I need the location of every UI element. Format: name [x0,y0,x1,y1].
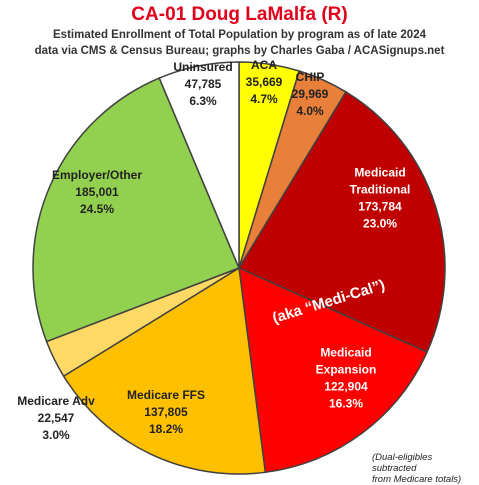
slice-label-aca: ACA 35,669 4.7% [246,58,283,106]
slice-label-medicare-ffs: Medicare FFS 137,805 18.2% [127,388,205,436]
chart-subtitle-line-1: Estimated Enrollment of Total Population… [53,29,426,41]
slice-label-medicare-adv: Medicare Adv 22,547 3.0% [17,394,95,442]
pie-slice-medicare-ffs [62,267,267,475]
slice-label-employer-other: Employer/Other 185,001 24.5% [52,168,142,216]
slice-label-uninsured: Uninsured 47,785 6.3% [173,60,232,108]
chart-subtitle-line-2: data via CMS & Census Bureau; graphs by … [34,45,445,57]
footnote-line-1: (Dual-eligibles subtracted [372,452,433,474]
chart-title: CA-01 Doug LaMalfa (R) [131,4,348,25]
pie-slice-medicaid-expansion [238,267,428,474]
slice-label-medicaid-traditional: Medicaid Traditional 173,784 23.0% [350,166,411,231]
pie-slice-medicaid-traditional [238,91,446,353]
slice-label-chip: CHIP 29,969 4.0% [292,70,329,118]
pie-slice-uninsured [158,61,240,269]
footnote: (Dual-eligibles subtracted from Medicare… [372,452,476,485]
slice-label-medicaid-expansion: Medicaid Expansion 122,904 16.3% [316,346,377,411]
pie-slice-employer-other [32,77,240,343]
